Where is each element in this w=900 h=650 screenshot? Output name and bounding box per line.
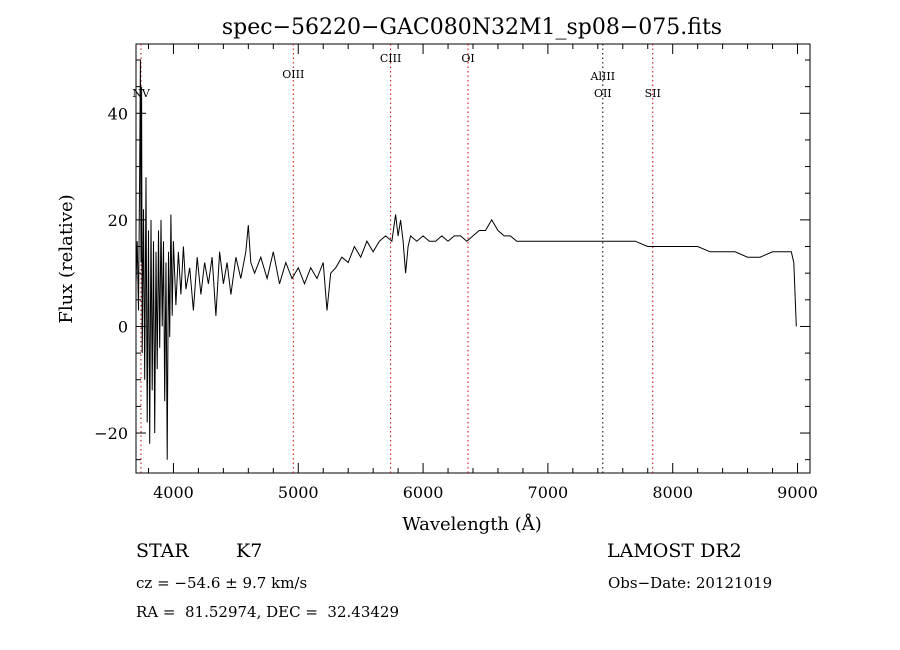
axis-ticks <box>136 44 810 473</box>
y-axis-label: Flux (relative) <box>56 194 77 323</box>
y-tick-label: −20 <box>94 424 128 443</box>
line-label-ciii: CIII <box>380 52 401 65</box>
spectrum-chart: spec−56220−GAC080N32M1_sp08−075.fits NVO… <box>56 15 818 535</box>
x-tick-label: 9000 <box>777 483 818 502</box>
line-label-oii: OII <box>594 87 612 100</box>
y-tick-label: 20 <box>108 211 128 230</box>
observation-date: Obs−Date: 20121019 <box>608 574 773 592</box>
tick-labels: 4000 5000 6000 7000 8000 9000 −20 0 20 40 <box>94 104 818 502</box>
coordinates: RA = 81.52974, DEC = 32.43429 <box>136 603 400 621</box>
x-tick-label: 6000 <box>403 483 444 502</box>
redshift-velocity: cz = −54.6 ± 9.7 km/s <box>136 574 308 592</box>
survey-name: LAMOST DR2 <box>607 540 742 562</box>
line-label-oi: OI <box>461 52 474 65</box>
y-tick-label: 0 <box>118 317 128 336</box>
x-tick-label: 7000 <box>528 483 569 502</box>
object-subclass: K7 <box>236 540 263 562</box>
line-label-oiii: OIII <box>282 68 304 81</box>
x-tick-label: 4000 <box>153 483 194 502</box>
spectrum-line-0 <box>135 59 797 460</box>
line-label-aliii: AlIII <box>590 70 616 83</box>
plot-frame <box>135 43 811 474</box>
x-tick-label: 5000 <box>278 483 319 502</box>
chart-title: spec−56220−GAC080N32M1_sp08−075.fits <box>222 15 722 40</box>
spectrum-series <box>135 59 797 460</box>
x-tick-label: 8000 <box>652 483 693 502</box>
line-label-sii: SII <box>645 87 661 100</box>
y-tick-label: 40 <box>108 104 128 123</box>
x-axis-label: Wavelength (Å) <box>402 513 542 535</box>
object-class: STAR <box>136 540 189 562</box>
